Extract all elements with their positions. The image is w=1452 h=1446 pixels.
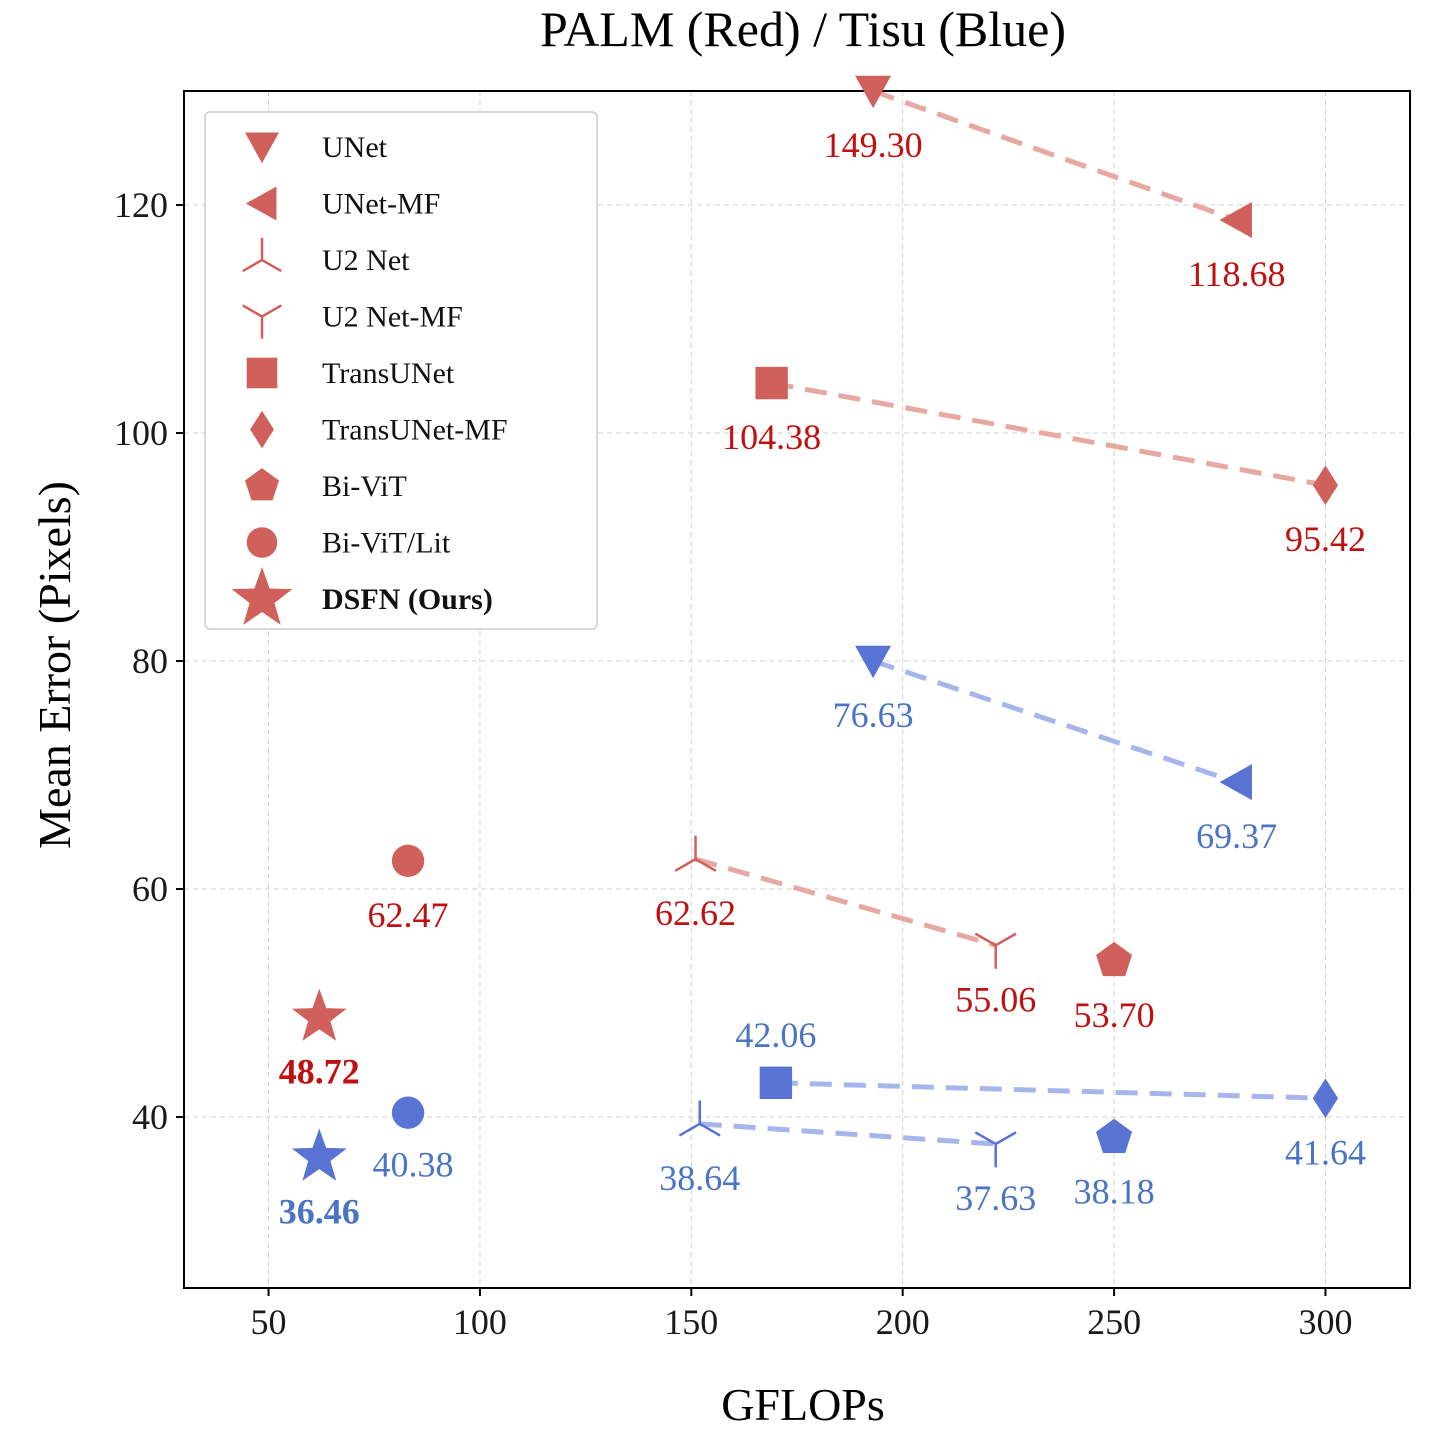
legend-marker-circle: [246, 527, 278, 558]
connector-line: [872, 88, 1238, 223]
data-point-tri-down: [974, 1131, 1017, 1168]
legend-marker-star: [231, 567, 293, 625]
legend-label: DSFN (Ours): [322, 583, 493, 616]
data-point-star: [291, 1128, 347, 1181]
x-tick-label: 300: [1298, 1302, 1352, 1342]
data-point-square: [759, 1066, 793, 1099]
legend-label: Bi-ViT: [322, 470, 407, 503]
y-tick-label: 100: [114, 413, 168, 453]
legend-box: [204, 111, 598, 630]
y-axis-label: Mean Error (Pixels): [29, 481, 80, 849]
data-point-star: [291, 988, 347, 1041]
connector-line: [699, 1121, 996, 1147]
data-label: 62.62: [655, 893, 736, 933]
data-label: 95.42: [1285, 519, 1366, 559]
data-label: 69.37: [1196, 816, 1277, 856]
data-label: 55.06: [955, 979, 1036, 1019]
data-label: 42.06: [735, 1015, 816, 1055]
legend-marker-square: [246, 357, 278, 389]
data-point-triangle-left: [1219, 764, 1252, 801]
legend-label: U2 Net-MF: [322, 301, 463, 334]
data-label: 40.38: [373, 1145, 454, 1185]
data-point-circle: [391, 1096, 425, 1129]
y-tick-label: 120: [114, 185, 168, 225]
legend-marker-pentagon: [245, 468, 279, 501]
legend-marker-triangle-left: [245, 186, 277, 221]
legend-label: U2 Net: [322, 244, 410, 277]
x-axis-label: GFLOPs: [721, 1379, 885, 1430]
x-tick-label: 200: [876, 1302, 930, 1342]
data-point-tri-up: [678, 1100, 721, 1137]
data-labels: 149.30 118.68 104.38 95.42 62.62 55.06 53.70 62…: [279, 125, 1366, 1231]
connector-line: [771, 380, 1326, 488]
connector-line: [872, 658, 1238, 785]
data-label: 41.64: [1285, 1132, 1366, 1172]
data-point-tri-up: [674, 835, 717, 872]
data-label: 36.46: [279, 1191, 360, 1231]
connector-lines: [694, 88, 1326, 1147]
chart-title: PALM (Red) / Tisu (Blue): [540, 1, 1066, 57]
connector-line: [775, 1080, 1326, 1101]
legend-marker-diamond: [250, 410, 274, 449]
data-point-circle: [391, 844, 425, 878]
data-label: 149.30: [824, 125, 923, 165]
data-point-triangle-down: [855, 75, 892, 109]
legend-marker-tri-down: [242, 304, 282, 339]
connector-line: [694, 856, 997, 948]
legend-marker-triangle-down: [245, 132, 279, 164]
data-label: 104.38: [722, 417, 821, 457]
data-label: 62.47: [368, 895, 449, 935]
data-point-triangle-left: [1219, 202, 1252, 239]
data-point-diamond: [1312, 1078, 1339, 1119]
x-tick-label: 50: [251, 1302, 287, 1342]
legend-label: TransUNet: [322, 357, 455, 390]
data-label: 118.68: [1188, 254, 1286, 294]
legend-label: Bi-ViT/Lit: [322, 527, 451, 560]
data-point-pentagon: [1096, 1118, 1132, 1153]
x-tick-label: 250: [1087, 1302, 1141, 1342]
legend-label: UNet: [322, 131, 388, 164]
data-point-square: [755, 366, 788, 400]
data-label: 53.70: [1074, 995, 1155, 1035]
data-label: 38.64: [659, 1158, 740, 1198]
data-point-triangle-down: [855, 645, 892, 679]
axis-ticks: 50 100 150 200 250 300 40 60 80 100 120: [114, 185, 1352, 1342]
plot-area: [183, 90, 1411, 1289]
data-points: [291, 75, 1339, 1181]
data-point-pentagon: [1096, 941, 1132, 977]
x-tick-label: 150: [664, 1302, 718, 1342]
legend-marker-tri-up: [242, 237, 282, 273]
data-label: 48.72: [279, 1052, 360, 1092]
data-label: 38.18: [1074, 1172, 1155, 1212]
data-label: 37.63: [955, 1178, 1036, 1218]
legend-label: TransUNet-MF: [322, 414, 508, 447]
y-tick-label: 60: [132, 869, 168, 909]
y-tick-label: 40: [132, 1097, 168, 1137]
y-tick-label: 80: [132, 641, 168, 681]
legend: UNet UNet-MF U2 Net U2 Net-MF TransUNet Trans…: [204, 111, 598, 630]
legend-label: UNet-MF: [322, 188, 440, 221]
x-tick-label: 100: [453, 1302, 507, 1342]
data-point-tri-down: [974, 932, 1017, 969]
grid: [184, 91, 1410, 1288]
data-point-diamond: [1312, 465, 1339, 506]
data-label: 76.63: [833, 695, 914, 735]
